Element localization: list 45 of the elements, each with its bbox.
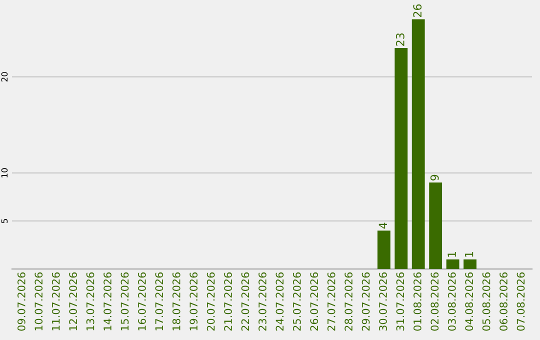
x-tick-label: 17.07.2026	[155, 272, 164, 330]
data-label: 4	[378, 222, 387, 229]
data-label: 23	[396, 33, 404, 46]
y-tick-label: 10	[1, 168, 8, 178]
x-tick-label: 19.07.2026	[190, 272, 198, 330]
x-tick-label: 06.08.2026	[500, 272, 508, 331]
x-tick-label: 18.07.2026	[172, 272, 180, 330]
x-tick-label: 21.07.2026	[224, 272, 232, 331]
bar	[446, 259, 460, 269]
x-tick-label: 30.07.2026	[379, 272, 387, 331]
x-tick-label: 16.07.2026	[138, 272, 146, 330]
x-tick-label: 27.07.2026	[327, 272, 336, 331]
x-tick-label: 09.07.2026	[17, 272, 26, 331]
x-tick-label: 12.07.2026	[69, 272, 78, 330]
data-label: 9	[430, 174, 439, 180]
x-tick-label: 20.07.2026	[206, 272, 215, 331]
data-label: 1	[448, 252, 456, 257]
x-tick-label: 24.07.2026	[276, 272, 284, 331]
bar	[429, 182, 442, 269]
data-label: 26	[413, 4, 422, 18]
bar	[412, 19, 425, 269]
x-tick-label: 26.07.2026	[310, 272, 318, 331]
y-tick-label: 5	[1, 219, 8, 223]
x-tick-label: 03.08.2026	[448, 272, 456, 331]
y-tick-label: 20	[1, 72, 8, 82]
x-tick-label: 01.08.2026	[414, 272, 422, 331]
x-tick-label: 10.07.2026	[34, 272, 43, 330]
x-tick-label: 22.07.2026	[241, 272, 250, 331]
x-tick-label: 11.07.2026	[52, 272, 60, 330]
bar	[377, 230, 390, 269]
data-label: 1	[464, 252, 474, 257]
x-tick-label: 29.07.2026	[362, 272, 370, 331]
x-tick-label: 05.08.2026	[482, 272, 490, 331]
x-tick-label: 07.08.2026	[516, 272, 525, 331]
x-tick-label: 15.07.2026	[120, 272, 129, 330]
bar	[394, 48, 408, 269]
x-tick-label: 02.08.2026	[430, 272, 439, 331]
x-tick-label: 04.08.2026	[465, 272, 474, 331]
x-tick-label: 14.07.2026	[104, 272, 112, 330]
x-tick-label: 28.07.2026	[344, 272, 353, 331]
x-tick-label: 13.07.2026	[86, 272, 94, 330]
bar	[464, 259, 476, 269]
x-tick-label: 31.07.2026	[396, 272, 404, 331]
x-tick-label: 25.07.2026	[292, 272, 301, 331]
x-tick-label: 23.07.2026	[258, 272, 266, 331]
